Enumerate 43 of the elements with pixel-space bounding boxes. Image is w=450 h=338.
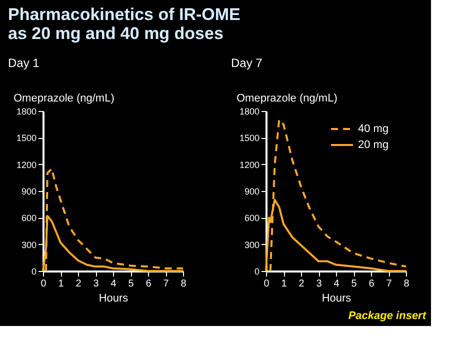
- x-tick-label: 7: [386, 278, 392, 290]
- x-axis-title: Hours: [322, 292, 352, 304]
- x-tick-label: 6: [146, 278, 152, 290]
- x-tick-label: 3: [93, 278, 100, 290]
- x-tick-label: 7: [163, 278, 170, 290]
- x-axis-title: Hours: [98, 292, 129, 304]
- x-tick-label: 0: [264, 278, 270, 290]
- x-tick-label: 5: [351, 278, 358, 290]
- legend-label: 20 mg: [358, 139, 389, 151]
- y-tick-label: 1500: [239, 133, 260, 144]
- x-tick-label: 8: [404, 278, 410, 290]
- chart-subtitle: Day 1: [8, 56, 40, 70]
- y-tick-label: 0: [254, 266, 260, 276]
- y-axis-title: Omeprazole (ng/mL): [236, 92, 338, 104]
- chart-subtitle: Day 7: [231, 56, 263, 70]
- x-tick-label: 2: [298, 278, 305, 290]
- x-tick-label: 1: [58, 278, 64, 290]
- x-tick-label: 4: [110, 278, 117, 290]
- y-tick-label: 1200: [239, 160, 260, 170]
- y-tick-label: 1500: [16, 133, 36, 144]
- legend-label: 40 mg: [358, 123, 389, 135]
- chart-title: Pharmacokinetics of IR-OME as 20 mg and 40 mg doses: [8, 5, 240, 43]
- y-tick-label: 1200: [16, 160, 36, 170]
- x-tick-label: 1: [281, 278, 288, 290]
- y-tick-label: 600: [21, 213, 36, 224]
- y-tick-label: 900: [21, 186, 36, 196]
- text: Package insert: [348, 310, 428, 322]
- y-tick-label: 900: [244, 186, 260, 196]
- x-tick-label: 0: [40, 278, 47, 290]
- y-tick-label: 1800: [239, 106, 260, 116]
- y-tick-label: 300: [244, 240, 260, 250]
- line-series: [269, 118, 407, 272]
- x-tick-label: 6: [368, 278, 375, 290]
- x-tick-label: 2: [76, 278, 82, 290]
- x-tick-label: 4: [334, 278, 340, 290]
- y-tick-label: 300: [21, 240, 36, 250]
- y-tick-label: 0: [31, 266, 36, 276]
- y-axis-title: Omeprazole (ng/mL): [14, 92, 114, 104]
- x-tick-label: 3: [316, 278, 322, 290]
- x-tick-label: 5: [128, 278, 134, 290]
- y-tick-label: 600: [244, 213, 260, 224]
- y-tick-label: 1800: [16, 106, 36, 116]
- x-tick-label: 8: [180, 278, 187, 290]
